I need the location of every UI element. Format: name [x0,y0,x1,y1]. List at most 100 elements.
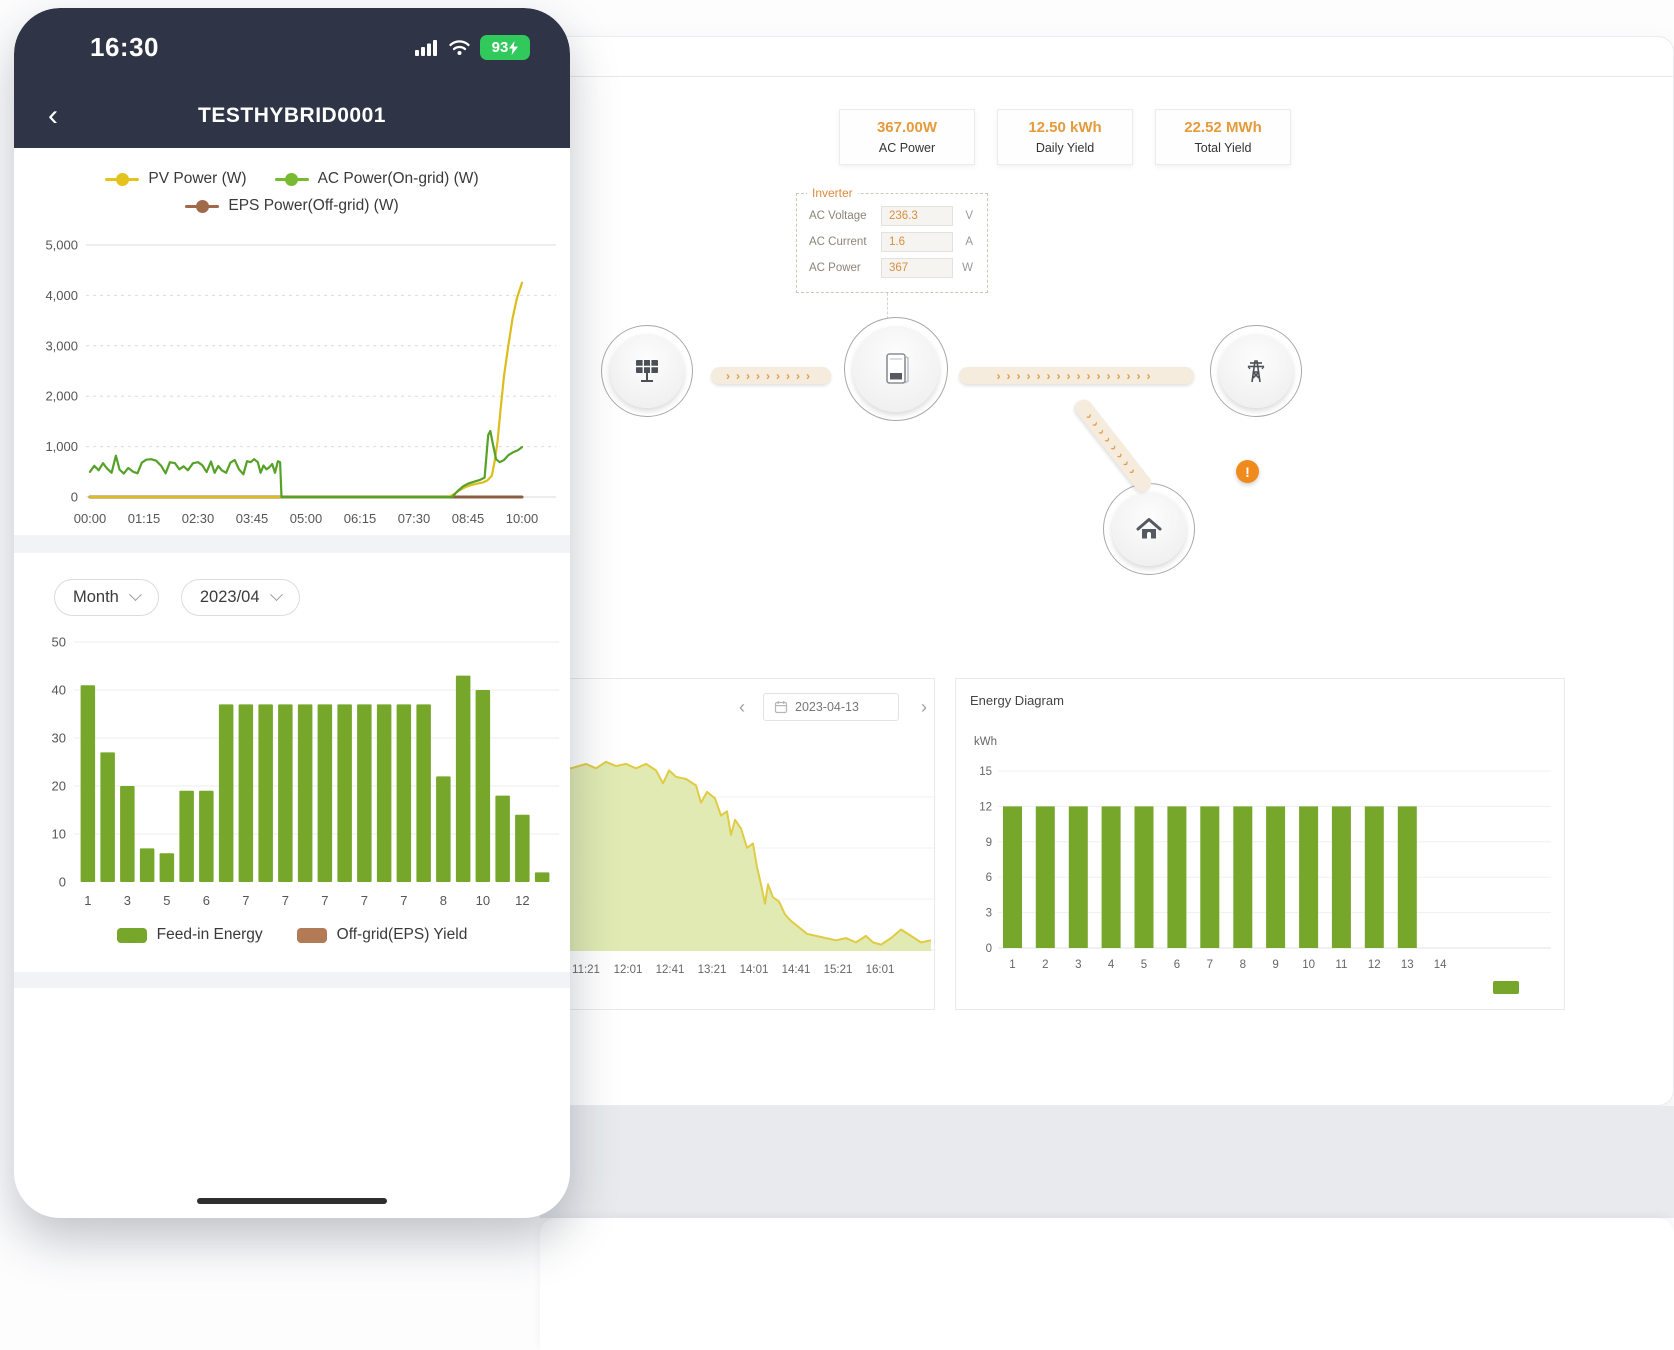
legend-swatch [296,927,327,943]
period-dropdown-value: Month [73,588,119,606]
stat-total-yield: 22.52 MWh Total Yield [1155,109,1291,165]
svg-text:10: 10 [476,893,490,908]
inverter-tooltip-connector [887,293,888,319]
section-divider [14,972,570,988]
svg-text:14:01: 14:01 [740,964,769,976]
svg-text:12: 12 [1368,959,1381,971]
grid-node[interactable] [1210,325,1302,417]
inverter-row-value: 236.3 [881,206,953,226]
inverter-row-value: 1.6 [881,232,953,252]
inverter-icon [853,326,939,412]
back-button[interactable]: ‹ [48,99,58,132]
month-dropdown[interactable]: 2023/04 [180,579,300,616]
status-bar: 16:30 93 [14,8,570,63]
power-tower-icon [1219,334,1293,408]
legend-marker [185,199,220,213]
stat-label: Daily Yield [1035,141,1095,155]
svg-text:14:41: 14:41 [782,964,811,976]
svg-text:8: 8 [440,893,447,908]
battery-percent: 93 [491,39,509,56]
legend-item-feed-in[interactable]: Feed-in Energy [116,926,263,944]
svg-text:1,000: 1,000 [45,439,78,454]
inverter-row-label: AC Voltage [809,210,867,222]
svg-text:20: 20 [52,779,66,794]
inverter-row-value: 367 [881,258,953,278]
svg-text:07:30: 07:30 [398,511,431,526]
svg-text:7: 7 [400,893,407,908]
svg-text:12: 12 [979,801,992,813]
svg-text:kWh: kWh [974,736,997,748]
date-picker[interactable]: 2023-04-13 [763,693,899,721]
calendar-icon [774,701,788,714]
home-indicator[interactable] [197,1198,387,1204]
legend-item-off-grid[interactable]: Off-grid(EPS) Yield [296,926,468,944]
alert-badge[interactable]: ! [1236,460,1259,483]
svg-text:11:21: 11:21 [572,964,600,976]
svg-text:13: 13 [1401,959,1414,971]
svg-text:16:01: 16:01 [866,964,895,976]
legend-item-ac-power[interactable]: AC Power(On-grid) (W) [274,170,479,188]
svg-text:40: 40 [52,683,66,698]
legend-marker [105,172,140,186]
svg-text:8: 8 [1240,959,1246,971]
svg-text:1: 1 [1009,959,1015,971]
battery-indicator: 93 [480,35,530,60]
stat-value: 12.50 kWh [1028,119,1102,136]
date-picker-value: 2023-04-13 [795,700,859,714]
svg-text:02:30: 02:30 [182,511,215,526]
svg-text:7: 7 [321,893,328,908]
chevron-down-icon [128,588,142,602]
svg-text:00:00: 00:00 [74,511,107,526]
stat-ac-power: 367.00W AC Power [839,109,975,165]
inverter-tooltip: Inverter AC Voltage 236.3 V AC Current 1… [796,186,988,293]
svg-text:9: 9 [986,837,992,849]
legend-item-pv-power[interactable]: PV Power (W) [105,170,247,188]
svg-text:6: 6 [1174,959,1180,971]
svg-text:15: 15 [979,766,992,778]
home-node[interactable] [1103,483,1195,575]
inverter-row-label: AC Power [809,262,861,274]
svg-text:2,000: 2,000 [45,389,78,404]
svg-text:6: 6 [986,872,992,884]
inverter-node[interactable] [844,317,948,421]
stat-value: 22.52 MWh [1184,119,1262,136]
next-day-button[interactable]: › [921,696,927,717]
svg-text:6: 6 [203,893,210,908]
pv-panel-node[interactable] [601,325,693,417]
legend-label: Feed-in Energy [156,926,263,943]
svg-text:11: 11 [1335,959,1347,971]
svg-text:0: 0 [59,875,66,890]
prev-day-button[interactable]: ‹ [739,696,745,717]
svg-text:10:00: 10:00 [506,511,539,526]
pv-panel-icon [610,334,684,408]
charging-bolt-icon [509,40,519,55]
svg-text:5: 5 [1141,959,1147,971]
stat-label: AC Power [878,141,936,155]
svg-text:7: 7 [282,893,289,908]
svg-text:4: 4 [1108,959,1115,971]
svg-text:08:45: 08:45 [452,511,485,526]
inverter-row-unit: A [965,236,973,248]
legend-label: Off-grid(EPS) Yield [336,926,468,943]
stat-label: Total Yield [1194,141,1252,155]
energy-diagram-title: Energy Diagram [970,693,1064,708]
inverter-row-unit: V [965,210,973,222]
phone-header: 16:30 93 [14,8,570,148]
section-divider [14,535,570,553]
svg-text:13:21: 13:21 [698,964,727,976]
svg-text:7: 7 [1207,959,1213,971]
period-dropdown[interactable]: Month [54,579,159,616]
svg-text:0: 0 [986,943,992,955]
cellular-signal-icon [415,40,437,56]
legend-item-eps-power[interactable]: EPS Power(Off-grid) (W) [185,197,399,215]
svg-text:10: 10 [1302,959,1315,971]
svg-text:3,000: 3,000 [45,338,78,353]
svg-text:03:45: 03:45 [236,511,269,526]
legend-marker [274,172,309,186]
flow-arrow-inverter-to-home: ›››››››› [1072,396,1155,495]
svg-text:01:15: 01:15 [128,511,161,526]
power-line-chart: 0 1,000 2,000 3,000 4,000 5,000 00:00 01:15 02:3… [45,238,556,526]
status-icons: 93 [415,35,530,60]
bar-chart-legend: Feed-in Energy Off-grid(EPS) Yield [14,926,570,944]
